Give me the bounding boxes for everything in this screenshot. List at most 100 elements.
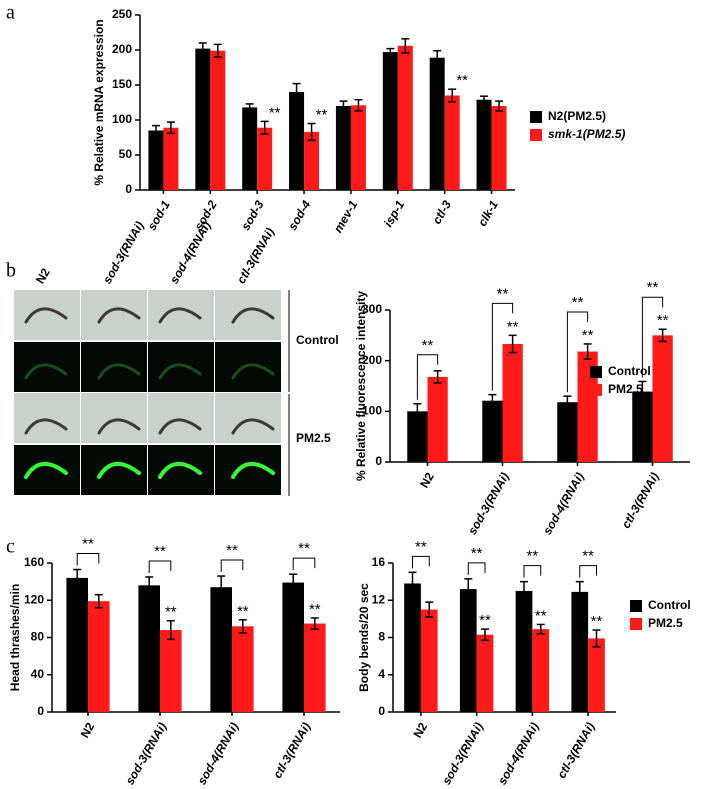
significance: ** [269,104,281,121]
bracket [641,296,664,378]
y-tick-label: 50 [119,147,133,161]
bar [232,626,254,712]
worm [231,418,275,435]
legend-label: PM2.5 [648,616,683,630]
worm [231,307,275,324]
x-tick-label: ctl-3(RNAi) [619,470,662,531]
x-tick-label: sod-3 [238,198,266,233]
panel-label: c [6,536,15,558]
worm [24,418,68,435]
bar [163,127,179,190]
bracket [220,559,244,573]
y-tick-label: 0 [378,704,385,718]
worm [231,363,275,380]
bar [404,583,421,712]
micrograph [148,445,214,495]
worm [97,418,141,435]
significance: ** [582,327,594,344]
worm [97,462,141,479]
significance: ** [471,545,483,562]
micrograph [148,393,214,443]
bracket [579,565,597,578]
y-tick-label: 100 [112,112,132,126]
bar [242,107,258,190]
bar [66,577,88,712]
y-axis-label: % Relative mRNA expression [92,19,106,185]
bracket [566,311,589,393]
bar [491,106,507,190]
bar [482,400,503,462]
y-tick-label: 200 [112,42,132,56]
bracket [412,555,430,569]
significance: ** [226,542,238,559]
significance: ** [582,548,594,565]
bar [350,105,366,190]
legend-label: PM2.5 [608,382,643,396]
micrograph [14,393,80,443]
bar [148,130,164,190]
legend-swatch [590,384,602,396]
significance: ** [535,607,547,624]
worm [158,307,202,324]
bar [459,589,477,712]
legend-swatch [630,600,642,612]
panel-label: a [6,2,15,24]
x-tick-label: isp-1 [381,198,407,230]
y-tick-label: 200 [362,353,382,367]
bar [195,48,211,190]
y-tick-label: 12 [372,592,386,606]
worm [24,307,68,324]
significance: ** [497,285,509,302]
worm [231,462,275,479]
y-tick-label: 120 [24,592,44,606]
y-tick-label: 0 [37,704,44,718]
significance: ** [456,72,468,89]
x-tick-label: sod-1 [145,198,173,233]
x-tick-label: sod-3(RNAi) [465,470,512,537]
micrograph [81,342,147,392]
bar [632,391,653,462]
column-label: N2 [33,266,53,287]
significance: ** [316,106,328,123]
x-tick-label: sod-2 [192,198,220,233]
bar [160,630,182,712]
bar [571,591,589,712]
legend-label: Control [648,598,691,612]
bar [532,629,550,712]
significance: ** [527,548,539,565]
worm [97,363,141,380]
bar [515,590,533,712]
legend-swatch [590,366,602,378]
bar [420,609,438,712]
bar [282,582,304,712]
bar [382,52,398,190]
worm [97,307,141,324]
significance: ** [591,613,603,630]
worm [158,363,202,380]
legend-label: Control [608,364,651,378]
bar [407,411,428,462]
bracket [292,557,316,571]
y-tick-label: 100 [362,404,382,418]
y-tick-label: 16 [372,555,386,569]
x-tick-label: sod-4(RNAi) [495,720,542,787]
bar [88,601,110,712]
panel-label: b [6,260,16,282]
bar [429,57,445,191]
y-axis-label: Body bends/20 sec [357,583,371,692]
bar [138,585,160,712]
significance: ** [154,543,166,560]
significance: ** [298,540,310,557]
legend-label: N2(PM2.5) [548,109,606,123]
y-tick-label: 250 [112,7,132,21]
micrograph [14,445,80,495]
row-label: Control [296,333,339,347]
bar [557,402,578,462]
y-tick-label: 0 [125,182,132,196]
x-tick-label: clk-1 [475,198,501,229]
micrograph [215,342,281,392]
y-axis-label: Head thrashes/min [8,584,22,691]
bracket [148,560,172,573]
legend-swatch [530,129,542,141]
x-tick-label: sod-4 [285,198,313,233]
